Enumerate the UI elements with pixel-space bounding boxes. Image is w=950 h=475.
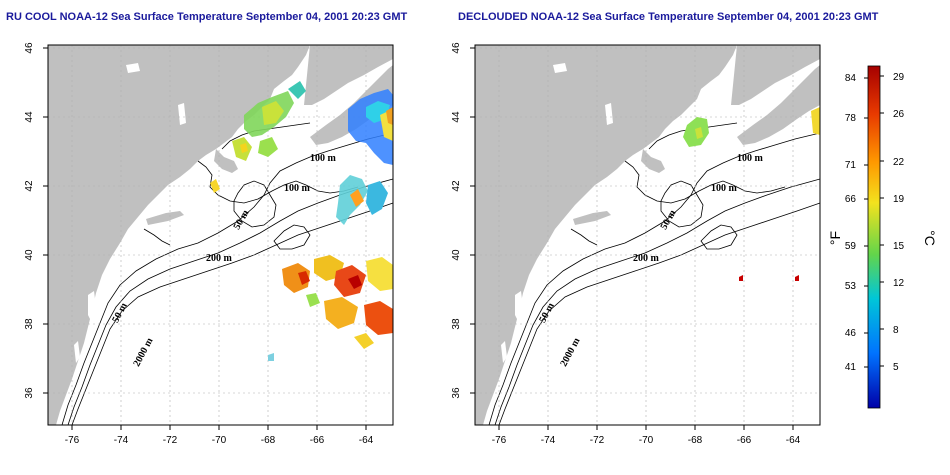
lon-tick-label: -66 (737, 435, 752, 446)
celsius-unit-label: °C (922, 230, 938, 246)
fahrenheit-tick-label: 84 (845, 73, 857, 84)
lat-tick-label: 40 (24, 249, 35, 261)
contour-label: 100 m (310, 153, 337, 164)
lat-tick-label: 40 (451, 249, 462, 261)
contour-label: 100 m (284, 183, 311, 194)
lon-tick-label: -72 (163, 435, 178, 446)
colorbar-gradient (867, 65, 881, 409)
left-map-area: 100 m 100 m 50 m 200 m 50 m 2000 m (47, 44, 394, 426)
right-panel-title: DECLOUDED NOAA-12 Sea Surface Temperatur… (458, 11, 879, 23)
celsius-scale: 29 26 22 19 15 12 8 5 °C (880, 72, 938, 373)
lat-tick-label: 36 (24, 387, 35, 399)
temperature-colorbar: 84 78 71 66 59 53 46 41 °F (827, 65, 938, 409)
celsius-tick-label: 8 (893, 325, 899, 336)
right-lat-axis: 46 44 42 40 38 36 (451, 42, 475, 399)
fahrenheit-tick-label: 53 (845, 281, 857, 292)
lon-tick-label: -74 (541, 435, 556, 446)
fahrenheit-tick-label: 59 (845, 241, 857, 252)
right-lon-axis: -76 -74 -72 -70 -68 -66 -64 (492, 425, 801, 446)
fahrenheit-tick-label: 46 (845, 328, 857, 339)
lon-tick-label: -76 (65, 435, 80, 446)
fahrenheit-tick-label: 66 (845, 194, 857, 205)
lon-tick-label: -76 (492, 435, 507, 446)
lat-tick-label: 46 (24, 42, 35, 54)
celsius-tick-label: 12 (893, 278, 905, 289)
lon-tick-label: -64 (359, 435, 374, 446)
fahrenheit-scale: 84 78 71 66 59 53 46 41 °F (827, 73, 868, 373)
lon-tick-label: -70 (212, 435, 227, 446)
left-panel-title: RU COOL NOAA-12 Sea Surface Temperature … (6, 11, 408, 23)
left-sst-patches (210, 81, 393, 361)
lon-tick-label: -74 (114, 435, 129, 446)
lon-tick-label: -68 (261, 435, 276, 446)
celsius-tick-label: 15 (893, 241, 905, 252)
celsius-tick-label: 22 (893, 157, 905, 168)
left-land-and-bathymetry (47, 44, 394, 426)
lat-tick-label: 38 (24, 318, 35, 330)
celsius-tick-label: 29 (893, 72, 905, 83)
fahrenheit-tick-label: 71 (845, 160, 857, 171)
celsius-tick-label: 26 (893, 109, 905, 120)
right-panel: DECLOUDED NOAA-12 Sea Surface Temperatur… (451, 11, 879, 446)
lon-tick-label: -70 (639, 435, 654, 446)
lon-tick-label: -66 (310, 435, 325, 446)
celsius-tick-label: 19 (893, 194, 905, 205)
contour-label: 100 m (737, 153, 764, 164)
left-panel: RU COOL NOAA-12 Sea Surface Temperature … (6, 11, 408, 446)
left-lat-axis: 46 44 42 40 38 36 (24, 42, 48, 399)
lat-tick-label: 44 (24, 111, 35, 123)
fahrenheit-unit-label: °F (827, 231, 843, 245)
right-map-area: 100 m 100 m 50 m 200 m 50 m 2000 m (474, 44, 821, 426)
lat-tick-label: 44 (451, 111, 462, 123)
celsius-tick-label: 5 (893, 362, 899, 373)
fahrenheit-tick-label: 78 (845, 113, 857, 124)
right-land-and-bathymetry (474, 44, 821, 426)
left-lon-axis: -76 -74 -72 -70 -68 -66 -64 (65, 425, 374, 446)
contour-label: 200 m (206, 253, 233, 264)
right-sst-patches (683, 107, 820, 281)
lat-tick-label: 36 (451, 387, 462, 399)
contour-label: 200 m (633, 253, 660, 264)
lon-tick-label: -72 (590, 435, 605, 446)
lat-tick-label: 42 (24, 180, 35, 192)
lat-tick-label: 38 (451, 318, 462, 330)
lat-tick-label: 46 (451, 42, 462, 54)
fahrenheit-tick-label: 41 (845, 362, 857, 373)
lon-tick-label: -64 (786, 435, 801, 446)
lat-tick-label: 42 (451, 180, 462, 192)
lon-tick-label: -68 (688, 435, 703, 446)
contour-label: 100 m (711, 183, 738, 194)
